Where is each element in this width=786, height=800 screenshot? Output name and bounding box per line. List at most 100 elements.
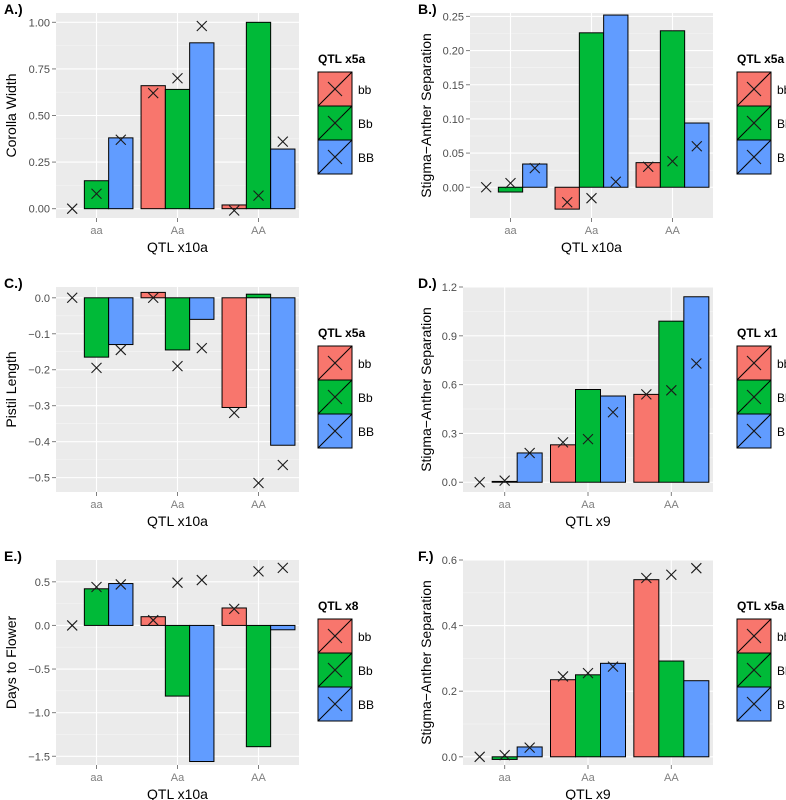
bar-Bb xyxy=(83,297,110,358)
data-marker-stroke-b xyxy=(640,572,652,584)
legend-marker-stroke-b xyxy=(746,149,762,165)
data-marker-stroke-b xyxy=(665,569,677,581)
y-axis-title: Pistil Length xyxy=(3,351,19,427)
y-axis-title: Stigma−Anther Separation xyxy=(418,33,434,198)
legend-title: QTL x5a xyxy=(318,52,365,66)
data-marker xyxy=(91,362,102,374)
bar-Bb xyxy=(245,624,272,748)
bar-bb xyxy=(140,291,166,299)
y-tick-label: 0.75 xyxy=(29,64,50,76)
data-marker-stroke-b xyxy=(115,579,127,590)
data-marker-stroke-b xyxy=(607,661,619,672)
legend-marker-stroke-b xyxy=(327,149,343,165)
data-marker-stroke-b xyxy=(91,362,102,374)
legend-marker-stroke-b xyxy=(746,355,762,371)
legend-label: bb xyxy=(777,630,786,644)
panel-b: B.) 0.00 0.05 0.10 0.15 0.20 0.25 aa Aa AA QTL x10… xyxy=(418,1,786,255)
data-marker xyxy=(505,177,516,189)
data-marker xyxy=(277,136,289,147)
data-marker-stroke-b xyxy=(529,162,541,174)
data-marker xyxy=(524,447,536,459)
legend-title: QTL x8 xyxy=(318,599,359,613)
y-axis-title: Stigma−Anther Separation xyxy=(418,580,434,745)
data-marker xyxy=(196,342,208,354)
data-marker xyxy=(172,360,183,372)
data-marker xyxy=(66,292,78,304)
data-marker-stroke-b xyxy=(586,192,597,204)
legend-marker xyxy=(746,355,762,371)
panel-d: D.) 0.0 0.3 0.6 0.9 1.2 aa Aa AA QTL x9 Stigma−Ant… xyxy=(418,275,786,529)
x-tick-label: Aa xyxy=(581,772,595,784)
data-marker-stroke-b xyxy=(91,188,102,200)
data-marker xyxy=(474,751,486,763)
data-marker xyxy=(499,749,511,761)
legend-key-Bb xyxy=(317,105,353,141)
legend-label: BB xyxy=(777,425,786,439)
data-marker xyxy=(499,475,511,487)
legend-title: QTL x1 xyxy=(737,326,778,340)
bar-bb xyxy=(550,444,576,483)
y-tick-label: 0.50 xyxy=(29,111,50,123)
data-marker-stroke-b xyxy=(474,476,486,488)
legend-marker xyxy=(327,662,343,678)
legend-key-Bb xyxy=(317,652,353,688)
panel-c: C.) −0.5 −0.4 −0.3 −0.2 −0.1 0.0 aa Aa AA QTL x10a… xyxy=(3,275,374,529)
data-marker-stroke-b xyxy=(253,565,264,577)
bar-bb xyxy=(554,186,580,210)
x-axis-title: QTL x9 xyxy=(565,513,611,529)
data-marker xyxy=(480,181,492,193)
x-tick-label: Aa xyxy=(171,499,185,511)
y-tick-label: −0.5 xyxy=(28,664,50,676)
legend-marker xyxy=(327,628,343,644)
legend-label: bb xyxy=(358,83,372,97)
x-tick-label: Aa xyxy=(171,772,185,784)
legend-marker-stroke-b xyxy=(327,81,343,97)
y-tick-label: 1.00 xyxy=(29,17,50,29)
bar-Bb xyxy=(245,293,272,299)
legend-label: BB xyxy=(777,151,786,165)
bar-Bb xyxy=(658,660,685,758)
bar-bb xyxy=(550,679,576,758)
bar-bb xyxy=(221,607,247,626)
panel-f: F.) 0.0 0.2 0.4 0.6 aa Aa AA QTL x9 Stigma−Anther… xyxy=(418,548,786,800)
legend-marker xyxy=(746,81,762,97)
legend-marker xyxy=(327,149,343,165)
y-tick-label: 0.05 xyxy=(443,148,464,160)
data-marker-stroke-b xyxy=(172,577,183,589)
legend-marker-stroke-b xyxy=(327,628,343,644)
data-marker xyxy=(640,572,652,584)
y-tick-label: 0.20 xyxy=(443,46,464,58)
bar-bb xyxy=(221,297,247,408)
legend-marker xyxy=(327,355,343,371)
legend-label: bb xyxy=(777,357,786,371)
legend-marker xyxy=(746,115,762,131)
data-marker-stroke-b xyxy=(66,203,78,215)
data-marker-stroke-b xyxy=(196,574,208,586)
legend: QTL x5a bb Bb BB xyxy=(736,52,786,175)
data-marker xyxy=(91,188,102,200)
legend: QTL x5a bb Bb BB xyxy=(317,326,374,449)
legend-key-Bb xyxy=(736,652,772,688)
legend: QTL x5a bb Bb BB xyxy=(317,52,374,175)
data-marker xyxy=(667,155,678,167)
y-tick-label: 0.0 xyxy=(442,752,457,764)
legend-marker xyxy=(327,389,343,405)
data-marker xyxy=(665,569,677,581)
legend-marker xyxy=(327,81,343,97)
y-tick-label: −1.5 xyxy=(28,751,50,763)
bar-Bb xyxy=(83,180,110,210)
data-marker-stroke-b xyxy=(691,140,703,152)
bar-bb xyxy=(633,579,660,758)
legend-label: Bb xyxy=(358,664,373,678)
bar-BB xyxy=(108,137,134,210)
x-tick-label: aa xyxy=(90,772,103,784)
data-marker-stroke-b xyxy=(607,406,619,418)
legend-label: Bb xyxy=(777,664,786,678)
data-marker xyxy=(115,579,127,590)
x-tick-label: aa xyxy=(90,225,103,237)
bar-BB xyxy=(270,297,296,446)
data-marker xyxy=(172,577,183,589)
data-marker-stroke-b xyxy=(640,388,652,400)
legend-key-bb xyxy=(736,618,772,654)
